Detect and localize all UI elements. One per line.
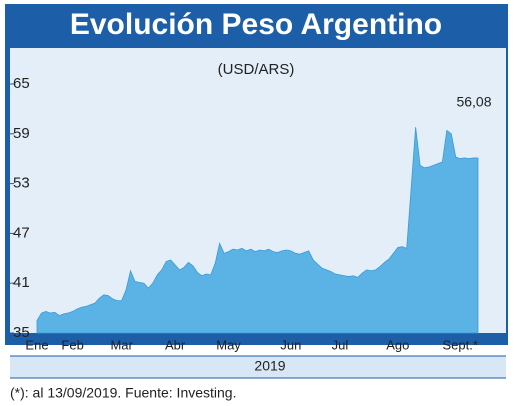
value-label: 56,08 (456, 94, 491, 110)
x-tick-label: Sept.* (442, 337, 477, 352)
y-tick-label: 47 (13, 224, 30, 241)
chart-title: Evolución Peso Argentino (70, 8, 442, 41)
x-tick-label: Abr (165, 337, 186, 352)
x-tick-label: Ago (386, 337, 409, 352)
x-tick-label: May (216, 337, 241, 352)
y-tick-label: 35 (13, 324, 30, 341)
x-tick-label: Feb (61, 337, 83, 352)
x-axis-label: 2019 (254, 358, 285, 374)
x-tick-label: Jun (280, 337, 301, 352)
year-strip (10, 356, 506, 378)
x-tick-label: Jul (332, 337, 349, 352)
x-tick-label: Mar (110, 337, 133, 352)
y-tick-label: 41 (13, 274, 30, 291)
area (36, 127, 479, 334)
chart-subtitle: (USD/ARS) (218, 61, 295, 78)
y-tick-label: 65 (13, 75, 30, 92)
y-tick-label: 59 (13, 125, 30, 142)
y-tick-label: 53 (13, 175, 30, 192)
x-tick-label: Ene (25, 337, 48, 352)
footnote: (*): al 13/09/2019. Fuente: Investing. (10, 385, 236, 401)
